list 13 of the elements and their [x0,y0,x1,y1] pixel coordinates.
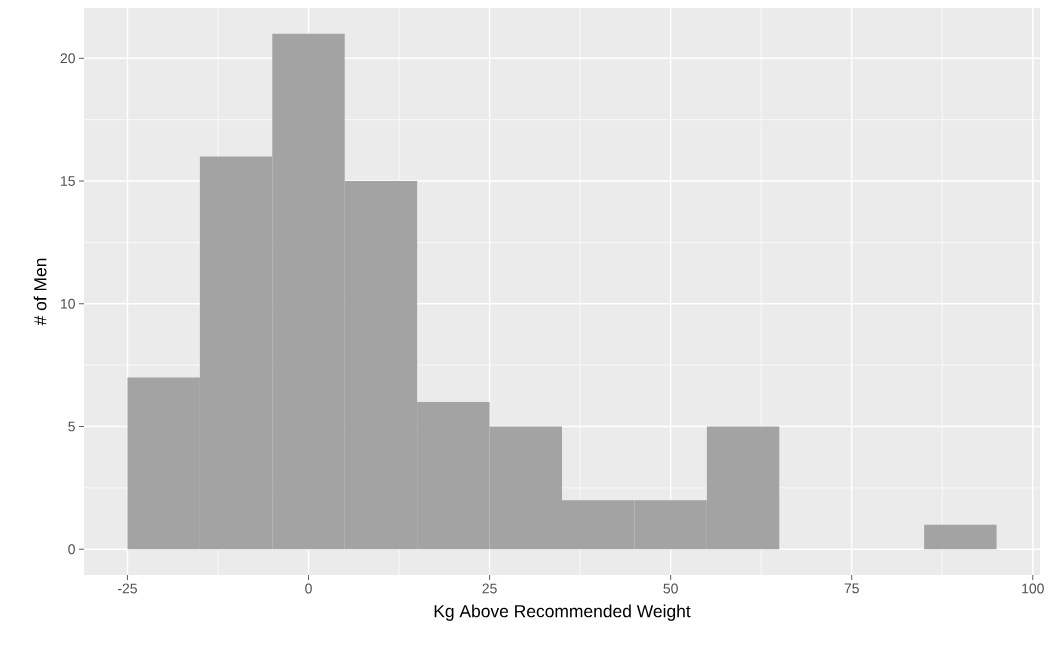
y-tick-label: 0 [68,544,75,555]
y-tick-label: 15 [61,176,75,186]
y-tick-label: 20 [60,53,75,64]
y-tick-label: 5 [68,421,75,432]
x-tick-label: 75 [844,583,859,594]
x-tick-label: 100 [1022,583,1044,594]
x-tick-label: 0 [305,583,312,594]
y-tick-label: 10 [61,298,75,309]
y-axis-title: # of Men [33,258,47,326]
x-tick-label: -25 [118,583,137,594]
x-tick-label: 25 [482,583,497,594]
x-tick-label: 50 [663,583,678,594]
x-axis-title: Kg Above Recommended Weight [434,604,691,621]
